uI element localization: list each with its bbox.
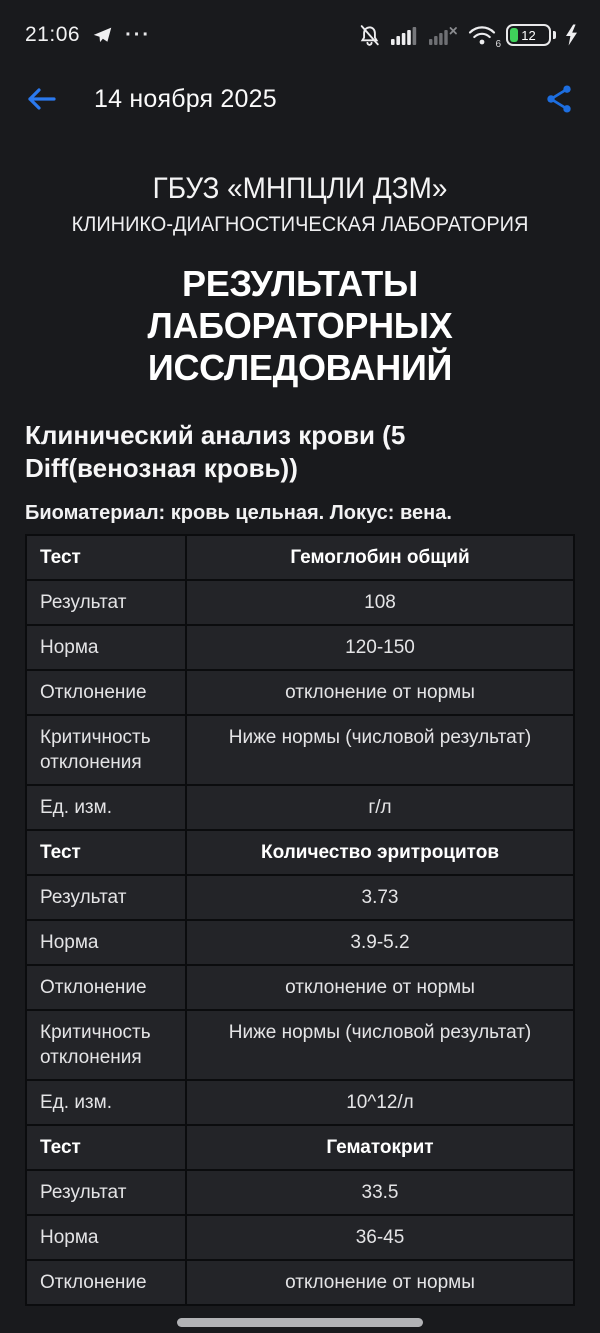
page-title: 14 ноября 2025 (94, 84, 277, 113)
gesture-handle-bar[interactable] (177, 1318, 423, 1327)
row-value: Ниже нормы (числовой результат) (185, 1009, 575, 1081)
row-value: 120-150 (185, 624, 575, 671)
table-row: Ед. изм. 10^12/л (25, 1079, 575, 1126)
row-value: отклонение от нормы (185, 1259, 575, 1306)
row-value: 108 (185, 579, 575, 626)
row-label: Норма (25, 624, 187, 671)
signal-sim2-no-service-icon (429, 26, 457, 45)
row-value: Гематокрит (185, 1124, 575, 1171)
table-row: Норма 36-45 (25, 1214, 575, 1261)
row-label: Отклонение (25, 669, 187, 716)
row-label: Тест (25, 829, 187, 876)
table-row: Критичность отклонения Ниже нормы (число… (25, 1009, 575, 1081)
back-button[interactable] (24, 82, 58, 116)
wifi-6-label: 6 (495, 38, 501, 50)
row-value: отклонение от нормы (185, 669, 575, 716)
table-row: Отклонение отклонение от нормы (25, 1259, 575, 1306)
row-label: Норма (25, 1214, 187, 1261)
row-label: Тест (25, 1124, 187, 1171)
table-row: Норма 120-150 (25, 624, 575, 671)
battery-tip (553, 31, 556, 39)
row-value: 10^12/л (185, 1079, 575, 1126)
row-value: г/л (185, 784, 575, 831)
notifications-muted-icon (360, 24, 379, 46)
row-label: Результат (25, 579, 187, 626)
table-row: Ед. изм. г/л (25, 784, 575, 831)
row-value: Количество эритроцитов (185, 829, 575, 876)
status-time: 21:06 (25, 23, 81, 46)
row-value: 3.73 (185, 874, 575, 921)
row-value: 3.9-5.2 (185, 919, 575, 966)
report-title: РЕЗУЛЬТАТЫ ЛАБОРАТОРНЫХ ИССЛЕДОВАНИЙ (147, 263, 453, 388)
biomaterial-line: Биоматериал: кровь цельная. Локус: вена. (25, 502, 452, 524)
row-label: Норма (25, 919, 187, 966)
table-row: Отклонение отклонение от нормы (25, 669, 575, 716)
row-label: Тест (25, 534, 187, 581)
status-bar: 21:06 ··· (0, 0, 600, 58)
row-value: Гемоглобин общий (185, 534, 575, 581)
report-content: ГБУЗ «МНПЦЛИ ДЗМ» КЛИНИКО-ДИАГНОСТИЧЕСКА… (0, 172, 600, 1306)
organization-name: ГБУЗ «МНПЦЛИ ДЗМ» (152, 172, 448, 205)
table-row: Результат 108 (25, 579, 575, 626)
table-row: Результат 33.5 (25, 1169, 575, 1216)
results-table: Тест Гемоглобин общий Результат 108 Норм… (25, 534, 575, 1306)
table-row: Критичность отклонения Ниже нормы (число… (25, 714, 575, 786)
table-row: Отклонение отклонение от нормы (25, 964, 575, 1011)
row-value: Ниже нормы (числовой результат) (185, 714, 575, 786)
organization-subtitle: КЛИНИКО-ДИАГНОСТИЧЕСКАЯ ЛАБОРАТОРИЯ (71, 213, 529, 236)
row-label: Критичность отклонения (25, 714, 187, 786)
battery-indicator: 12 (506, 24, 556, 46)
more-notifications-icon: ··· (125, 24, 152, 46)
row-value: 33.5 (185, 1169, 575, 1216)
share-icon (547, 85, 571, 113)
battery-level-fill (510, 28, 518, 42)
row-value: 36-45 (185, 1214, 575, 1261)
battery-percent-label: 12 (521, 27, 536, 43)
row-label: Результат (25, 1169, 187, 1216)
table-row: Результат 3.73 (25, 874, 575, 921)
signal-sim1-icon (391, 26, 417, 45)
share-button[interactable] (544, 83, 576, 115)
row-label: Отклонение (25, 964, 187, 1011)
status-bar-left: 21:06 ··· (25, 23, 151, 47)
row-label: Ед. изм. (25, 784, 187, 831)
row-label: Ед. изм. (25, 1079, 187, 1126)
battery-body: 12 (506, 24, 551, 46)
app-header: 14 ноября 2025 (0, 58, 600, 140)
telegram-send-icon (93, 27, 112, 42)
arrow-left-icon (28, 88, 56, 110)
table-row: Тест Количество эритроцитов (25, 829, 575, 876)
row-label: Отклонение (25, 1259, 187, 1306)
wifi-icon: 6 (467, 24, 501, 50)
row-label: Результат (25, 874, 187, 921)
status-bar-right: 6 12 (357, 23, 578, 50)
table-row: Норма 3.9-5.2 (25, 919, 575, 966)
table-row: Тест Гемоглобин общий (25, 534, 575, 581)
row-label: Критичность отклонения (25, 1009, 187, 1081)
charging-bolt-icon (566, 24, 577, 46)
analysis-name: Клинический анализ крови (5 Diff(венозна… (25, 420, 406, 483)
table-row: Тест Гематокрит (25, 1124, 575, 1171)
row-value: отклонение от нормы (185, 964, 575, 1011)
